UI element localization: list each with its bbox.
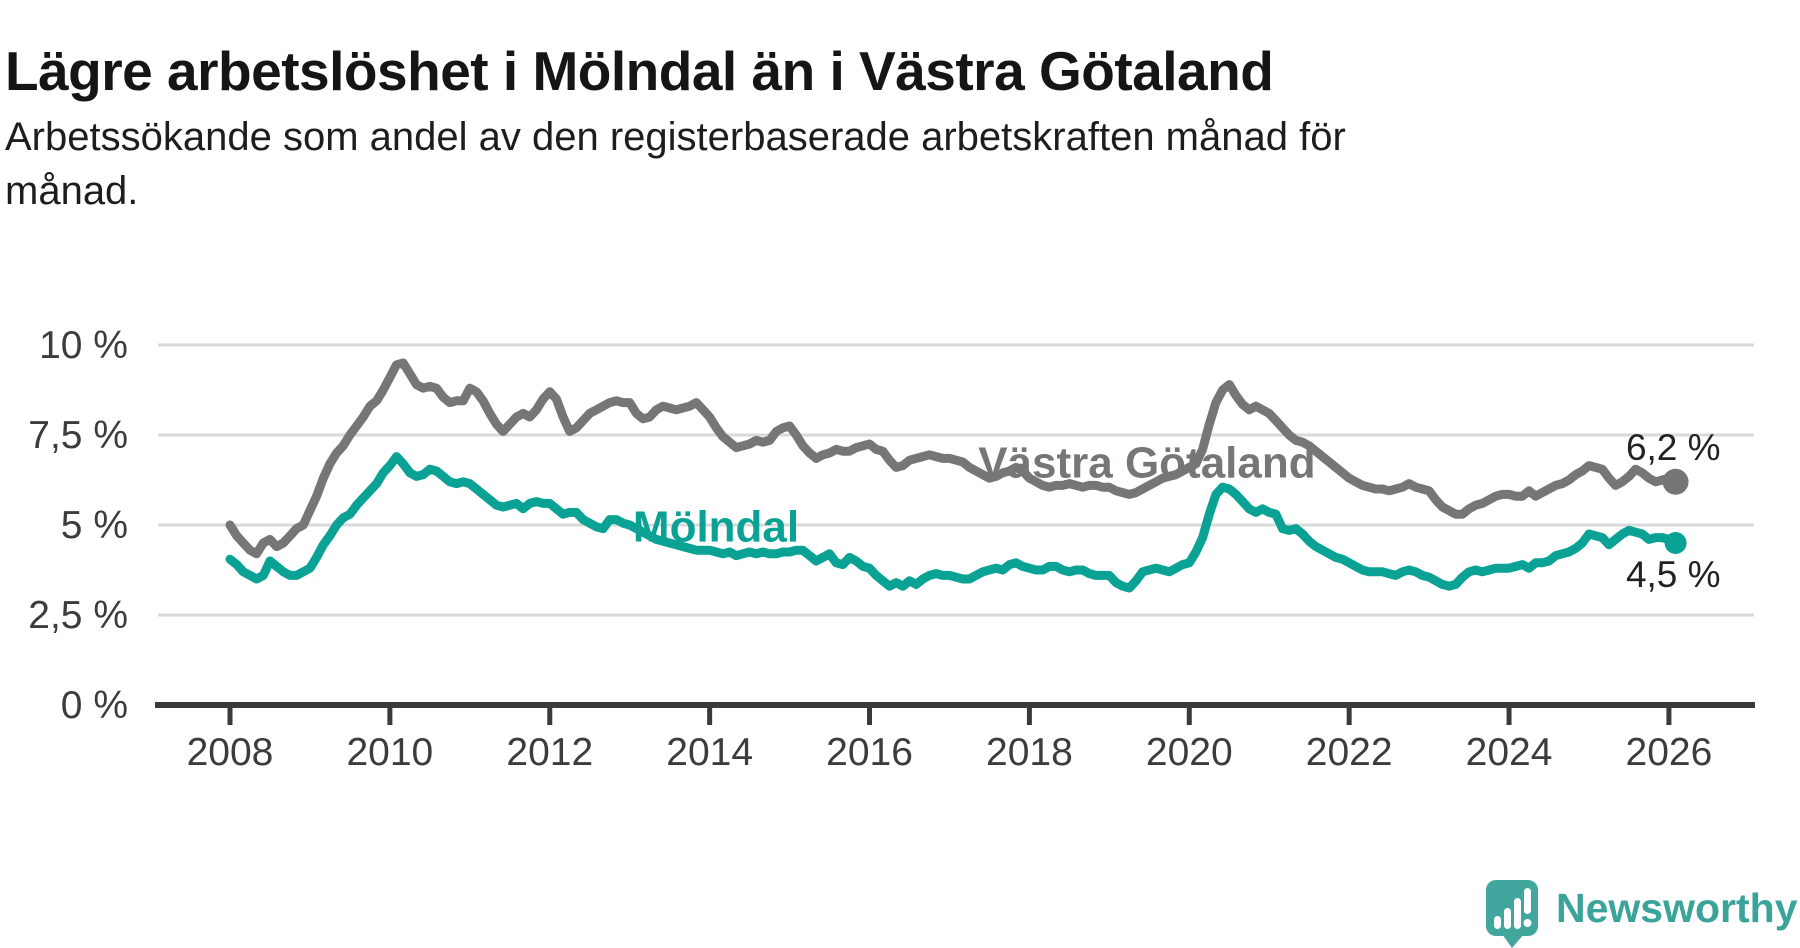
chart-subtitle: Arbetssökande som andel av den registerb… (5, 110, 1346, 218)
y-tick-label: 10 % (39, 324, 128, 367)
x-tick-label: 2022 (1306, 731, 1393, 774)
series-line-1 (225, 452, 1681, 593)
x-tick-label: 2026 (1626, 731, 1713, 774)
series-end-dot-0 (1662, 468, 1689, 495)
series-end-value-1: 4,5 % (1626, 554, 1721, 595)
x-tick-label: 2012 (506, 731, 593, 774)
x-tick-label: 2016 (826, 731, 913, 774)
series-end-dot-1 (1664, 532, 1687, 554)
y-tick-label: 7,5 % (28, 414, 128, 457)
y-tick-label: 2,5 % (28, 594, 128, 637)
chart-subtitle-line-1: Arbetssökande som andel av den registerb… (5, 115, 1346, 159)
x-tick-label: 2024 (1466, 731, 1553, 774)
newsworthy-wordmark: Newsworthy (1556, 885, 1798, 931)
logo-bar-medium (1504, 908, 1511, 929)
logo-exclamation-bar (1524, 888, 1531, 914)
series-label-0: Västra Götaland (978, 439, 1315, 488)
logo-bar-small (1494, 916, 1501, 929)
x-tick-label: 2008 (187, 731, 274, 774)
series-end-value-0: 6,2 % (1626, 427, 1721, 468)
x-tick-label: 2010 (346, 731, 433, 774)
x-tick-label: 2020 (1146, 731, 1233, 774)
chart-title: Lägre arbetslöshet i Mölndal än i Västra… (5, 39, 1274, 102)
x-tick-label: 2018 (986, 731, 1073, 774)
y-tick-label: 5 % (61, 504, 128, 547)
newsworthy-branding: Newsworthy (1486, 880, 1798, 948)
logo-bar-large (1514, 898, 1521, 929)
logo-exclamation-dot (1523, 919, 1532, 927)
chart-subtitle-line-2: månad. (5, 169, 139, 213)
newsworthy-logo-icon (1486, 880, 1538, 948)
y-tick-label: 0 % (61, 684, 128, 727)
series-label-1: Mölndal (633, 503, 799, 552)
x-tick-label: 2014 (666, 731, 753, 774)
series-line-0 (225, 358, 1681, 559)
